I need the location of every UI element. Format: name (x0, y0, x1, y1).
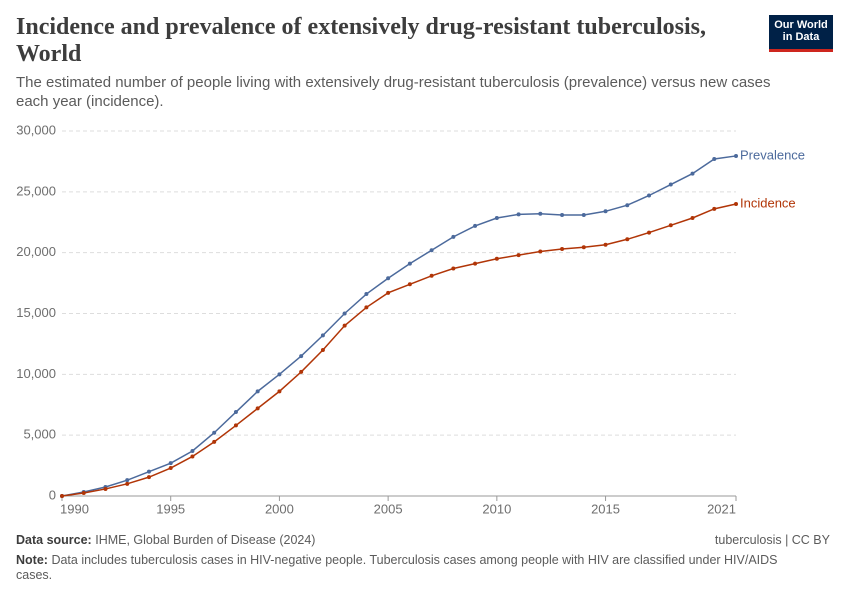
point (603, 209, 608, 214)
x-tick-label: 2000 (265, 501, 294, 516)
point (560, 212, 565, 217)
point (81, 490, 86, 495)
series-line (61, 203, 737, 497)
logo-line: in Data (782, 31, 820, 43)
logo[interactable]: Our World in Data (769, 15, 833, 52)
point (386, 290, 391, 295)
point (146, 475, 151, 480)
point (277, 372, 282, 377)
point (560, 247, 565, 252)
point (233, 410, 238, 415)
point (212, 430, 217, 435)
point (364, 305, 369, 310)
point (668, 223, 673, 228)
note-label: Note: (16, 553, 48, 567)
point (690, 171, 695, 176)
point (473, 261, 478, 266)
point (277, 389, 282, 394)
point (451, 266, 456, 271)
point (668, 182, 673, 187)
point (516, 253, 521, 258)
note-text: Data includes tuberculosis cases in HIV-… (16, 553, 778, 582)
logo-line: Our World (774, 19, 828, 31)
point (386, 276, 391, 281)
y-tick-label: 15,000 (16, 305, 56, 320)
point (342, 323, 347, 328)
point (494, 215, 499, 220)
point (712, 206, 717, 211)
series-label: Incidence (740, 195, 796, 210)
point (146, 469, 151, 474)
point (103, 486, 108, 491)
point (429, 273, 434, 278)
point (625, 237, 630, 242)
chart: 0 5,000 10,000 15,000 20,000 25,000 30,000 1990… (16, 122, 805, 516)
point (473, 223, 478, 228)
x-tick-label: 1995 (156, 501, 185, 516)
point (451, 234, 456, 239)
point (407, 282, 412, 287)
x-tick-label: 2015 (591, 501, 620, 516)
point (690, 215, 695, 220)
point (190, 454, 195, 459)
point (647, 230, 652, 235)
chart-subtitle: The estimated number of people living wi… (16, 74, 771, 110)
series-line (61, 155, 737, 497)
y-tick-label: 10,000 (16, 366, 56, 381)
series-label: Prevalence (740, 147, 805, 162)
x-tick-label: 2021 (707, 501, 736, 516)
x-tick-label: 2010 (482, 501, 511, 516)
point (494, 256, 499, 261)
point (625, 203, 630, 208)
y-tick-label: 30,000 (16, 122, 56, 137)
x-tick-label: 1990 (60, 501, 89, 516)
point (407, 261, 412, 266)
y-tick-label: 25,000 (16, 183, 56, 198)
note: Note: Data includes tuberculosis cases i… (16, 553, 806, 583)
point (734, 202, 738, 206)
point (168, 461, 173, 466)
point (212, 439, 217, 444)
point (538, 249, 543, 254)
y-tick-label: 5,000 (23, 427, 56, 442)
point (320, 333, 325, 338)
point (603, 242, 608, 247)
point (255, 389, 260, 394)
point (233, 423, 238, 428)
point (734, 153, 738, 158)
point (320, 348, 325, 352)
point (538, 211, 543, 216)
point (581, 245, 586, 250)
point (364, 292, 369, 297)
point (125, 478, 130, 483)
point (647, 193, 652, 198)
y-tick-label: 20,000 (16, 244, 56, 259)
license: tuberculosis | CC BY (714, 533, 830, 547)
point (429, 248, 434, 253)
source: Data source: IHME, Global Burden of Dise… (16, 533, 315, 547)
point (60, 494, 64, 498)
point (516, 212, 521, 217)
point (342, 311, 347, 316)
chart-title: Incidence and prevalence of extensively … (16, 14, 706, 67)
point (712, 156, 717, 161)
point (581, 212, 586, 217)
point (299, 354, 304, 359)
source-text: IHME, Global Burden of Disease (2024) (95, 533, 316, 547)
point (190, 448, 195, 453)
x-tick-label: 2005 (374, 501, 403, 516)
point (168, 466, 173, 471)
point (125, 481, 130, 486)
point (299, 369, 304, 374)
source-label: Data source: (16, 533, 92, 547)
y-tick-label: 0 (49, 487, 56, 502)
point (255, 406, 260, 411)
